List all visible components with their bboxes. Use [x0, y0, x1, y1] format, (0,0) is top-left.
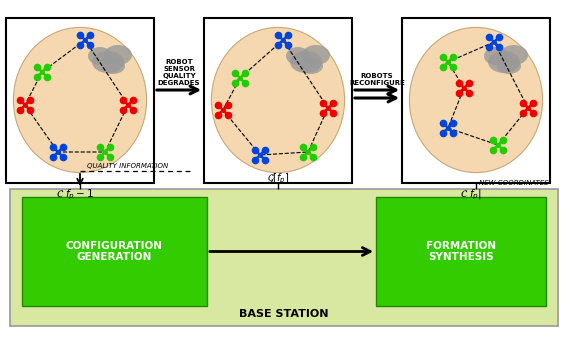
Ellipse shape	[484, 47, 508, 65]
Ellipse shape	[92, 51, 124, 73]
Bar	[10, 189, 558, 326]
Text: $\mathcal{G}[f_p]$: $\mathcal{G}[f_p]$	[267, 172, 290, 186]
Bar	[204, 18, 352, 183]
Text: $\mathcal{C}\ f_p|$: $\mathcal{C}\ f_p|$	[460, 187, 482, 202]
Text: BASE STATION: BASE STATION	[239, 309, 329, 319]
Ellipse shape	[14, 28, 146, 173]
Text: NEW COORDINATES: NEW COORDINATES	[479, 180, 548, 186]
Bar	[376, 197, 546, 306]
Bar	[402, 18, 550, 183]
Text: QUALITY INFORMATION: QUALITY INFORMATION	[87, 163, 168, 169]
Ellipse shape	[302, 45, 330, 65]
Ellipse shape	[299, 58, 323, 74]
Ellipse shape	[286, 47, 310, 65]
Text: ROBOTS
RECONFIGURE: ROBOTS RECONFIGURE	[349, 73, 405, 86]
Ellipse shape	[104, 45, 132, 65]
Bar	[6, 18, 154, 183]
Bar	[22, 197, 207, 306]
Text: CONFIGURATION
GENERATION: CONFIGURATION GENERATION	[66, 241, 163, 262]
Ellipse shape	[290, 51, 322, 73]
Ellipse shape	[211, 28, 345, 173]
Ellipse shape	[409, 28, 543, 173]
Ellipse shape	[488, 51, 520, 73]
Ellipse shape	[497, 58, 521, 74]
Text: FORMATION
SYNTHESIS: FORMATION SYNTHESIS	[426, 241, 496, 262]
Text: ROBOT
SENSOR
QUALITY
DEGRADES: ROBOT SENSOR QUALITY DEGRADES	[158, 59, 200, 86]
Ellipse shape	[500, 45, 528, 65]
Ellipse shape	[88, 47, 112, 65]
Ellipse shape	[101, 58, 125, 74]
Text: $\mathcal{C}\ f_p - 1$: $\mathcal{C}\ f_p - 1$	[56, 187, 94, 202]
